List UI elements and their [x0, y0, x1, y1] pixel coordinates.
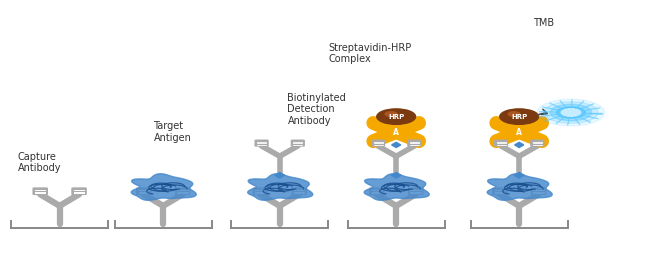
Polygon shape [514, 172, 524, 178]
Circle shape [561, 109, 580, 116]
Polygon shape [248, 174, 313, 200]
FancyBboxPatch shape [408, 187, 423, 195]
Circle shape [556, 107, 585, 118]
FancyBboxPatch shape [175, 187, 190, 195]
Polygon shape [515, 142, 524, 147]
Text: A: A [393, 128, 399, 136]
Polygon shape [364, 174, 429, 200]
FancyBboxPatch shape [291, 140, 305, 147]
Circle shape [385, 112, 397, 116]
FancyBboxPatch shape [291, 187, 307, 195]
Text: A: A [516, 128, 522, 136]
Polygon shape [131, 174, 196, 200]
Circle shape [551, 104, 592, 121]
Text: Capture
Antibody: Capture Antibody [18, 152, 61, 173]
Polygon shape [391, 172, 401, 178]
FancyBboxPatch shape [492, 187, 508, 195]
FancyBboxPatch shape [254, 140, 268, 147]
Text: TMB: TMB [534, 18, 554, 28]
Polygon shape [275, 172, 285, 178]
Circle shape [544, 102, 598, 123]
FancyBboxPatch shape [494, 140, 508, 147]
Text: Biotinylated
Detection
Antibody: Biotinylated Detection Antibody [287, 93, 346, 126]
FancyBboxPatch shape [136, 187, 151, 195]
Circle shape [508, 127, 531, 137]
FancyBboxPatch shape [531, 187, 547, 195]
Text: HRP: HRP [388, 114, 404, 120]
Text: Streptavidin-HRP
Complex: Streptavidin-HRP Complex [328, 43, 411, 64]
Polygon shape [392, 142, 400, 147]
Circle shape [385, 127, 408, 137]
FancyBboxPatch shape [32, 187, 48, 195]
Text: HRP: HRP [511, 114, 527, 120]
Circle shape [538, 99, 604, 126]
FancyBboxPatch shape [252, 187, 268, 195]
FancyBboxPatch shape [407, 140, 421, 147]
FancyBboxPatch shape [72, 187, 87, 195]
Circle shape [377, 109, 415, 124]
Text: Target
Antigen: Target Antigen [153, 121, 191, 142]
Circle shape [500, 109, 539, 124]
FancyBboxPatch shape [369, 187, 385, 195]
Polygon shape [487, 174, 552, 200]
FancyBboxPatch shape [530, 140, 545, 147]
Circle shape [508, 112, 520, 116]
FancyBboxPatch shape [371, 140, 385, 147]
